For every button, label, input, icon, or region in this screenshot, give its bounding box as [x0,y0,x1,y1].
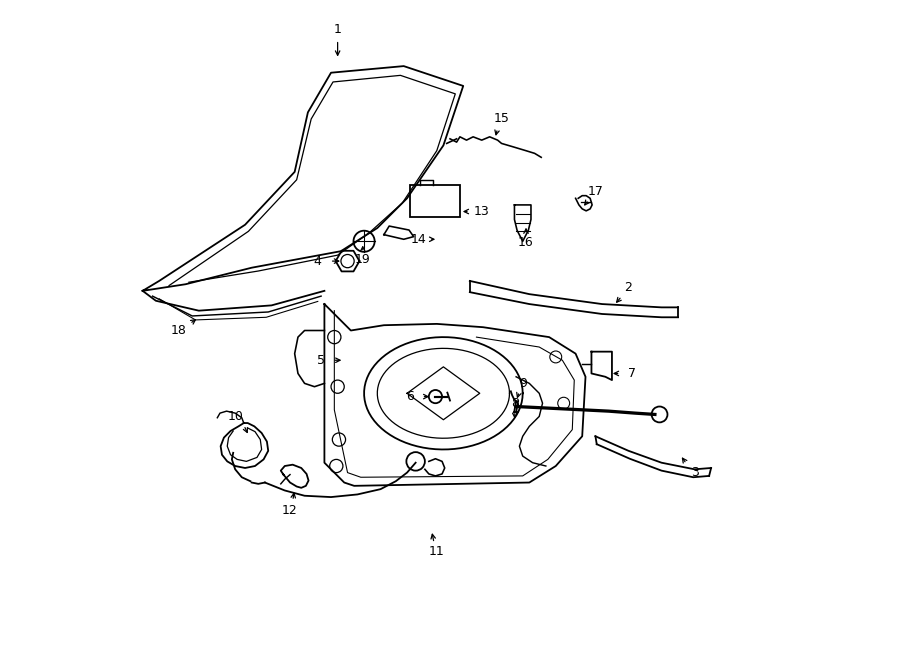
Text: 4: 4 [314,254,321,268]
Text: 13: 13 [474,205,490,218]
Text: 3: 3 [690,466,698,479]
Text: 1: 1 [334,23,342,36]
Text: 5: 5 [317,354,325,367]
Text: 8: 8 [511,397,518,410]
Text: 10: 10 [227,410,243,423]
Text: 12: 12 [283,504,298,517]
Text: 2: 2 [625,281,633,294]
Text: 6: 6 [407,390,414,403]
FancyBboxPatch shape [410,185,460,217]
Text: 7: 7 [628,367,635,380]
Text: 16: 16 [518,236,534,249]
Text: 17: 17 [588,185,603,198]
Text: 18: 18 [171,324,187,337]
Text: 9: 9 [518,377,526,390]
Text: 15: 15 [493,112,509,126]
Text: 11: 11 [429,545,445,559]
Text: 19: 19 [355,253,371,266]
Text: 14: 14 [410,233,426,246]
